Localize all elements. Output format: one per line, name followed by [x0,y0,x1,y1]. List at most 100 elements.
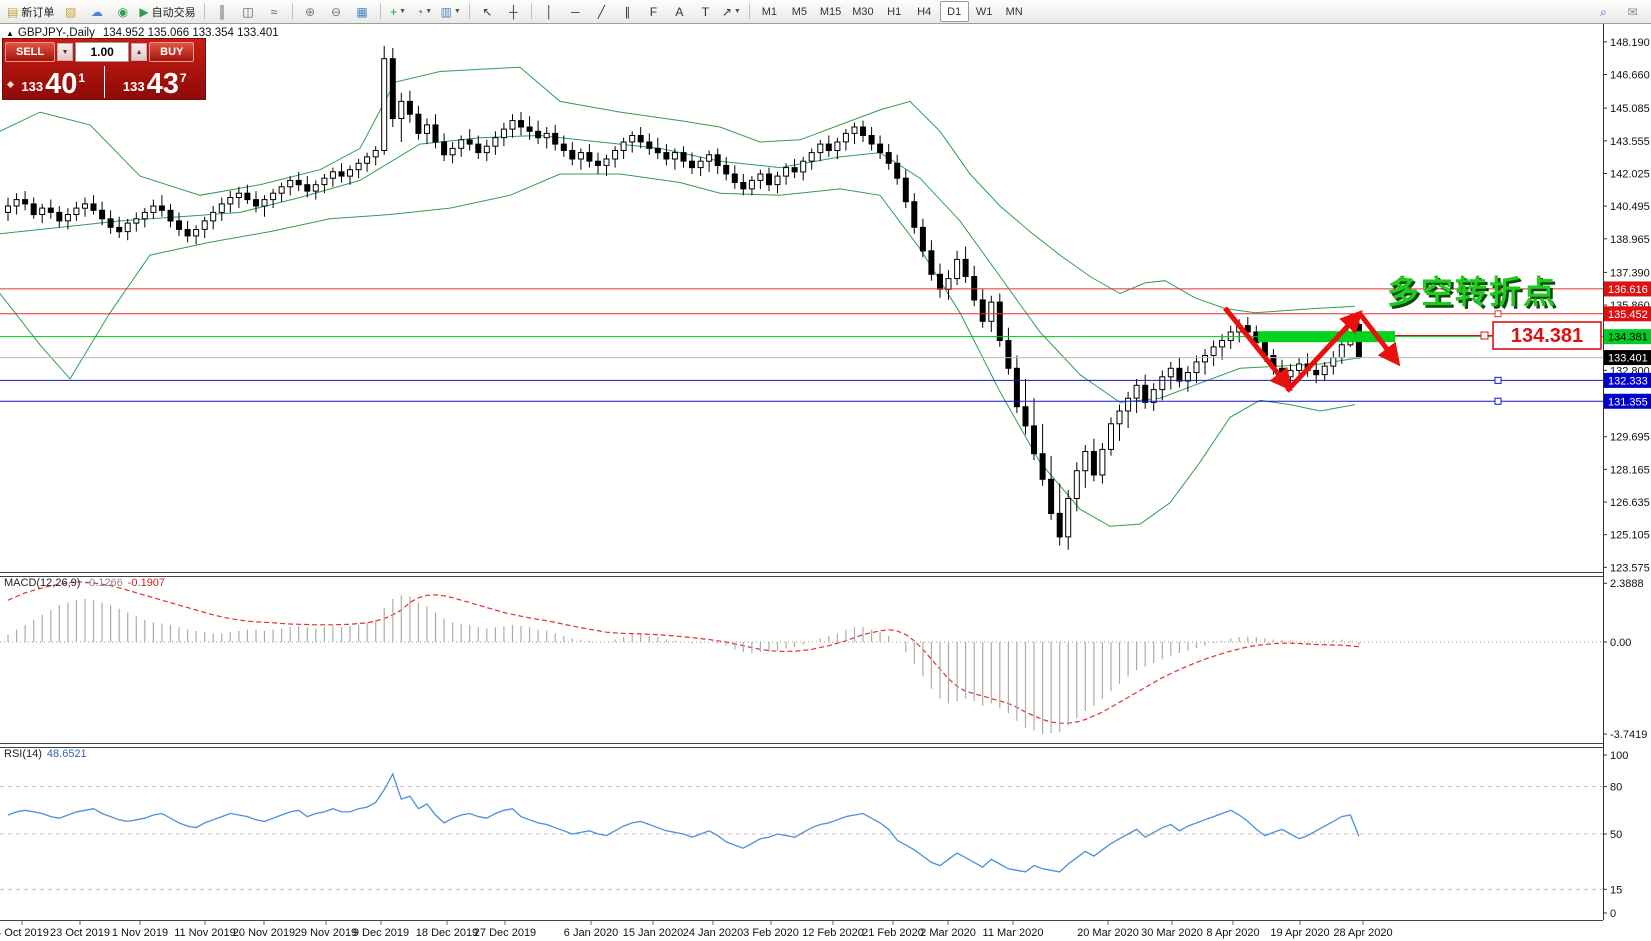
date-tick-label: 30 Mar 2020 [1141,927,1203,939]
chart-line-icon: ≈ [270,4,278,19]
axis-price-badge: 134.381 [1608,332,1648,344]
turning-point-text-shadow: 多空转折点 [1390,277,1560,313]
indicators-button[interactable]: + ▼ [386,2,411,21]
rsi-label: RSI(14) 48.6521 [4,748,87,760]
label-button[interactable]: T [693,2,718,21]
auto-trading-button[interactable]: ▶ 自动交易 [136,2,198,21]
axis-tick-label: 128.165 [1610,464,1650,476]
tile-windows-button[interactable]: ▦ [350,2,375,21]
timeframe-m15-button[interactable]: M15 [819,5,842,18]
trend-arrow[interactable] [1358,312,1401,367]
date-axis[interactable]: 4 Oct 2019 23 Oct 2019 1 Nov 2019 11 Nov 20… [0,921,1393,939]
timeframe-h1-button[interactable]: H1 [887,5,902,18]
chart-line-button[interactable]: ≈ [262,2,287,21]
chart-profiles-icon: ▧ [65,4,77,19]
toolbar-separator [379,3,381,20]
timeframe-h4-button[interactable]: H4 [917,5,932,18]
templates-button[interactable]: ▥ ▼ [438,2,464,21]
chevron-down-icon[interactable]: ▼ [453,8,461,15]
date-tick-label: 8 Apr 2020 [1206,927,1259,939]
bid-price[interactable]: 133 40 1 [3,64,104,100]
chart-bars-button[interactable]: ║ [210,2,235,21]
ask-price[interactable]: 133 43 7 [105,64,206,100]
community-chat-icon: ✉ [1627,4,1638,19]
zoom-in-button[interactable]: ⊕ [298,2,323,21]
timeframe-mn-button[interactable]: MN [1005,5,1023,18]
sell-button[interactable]: SELL [5,42,56,62]
price-axis[interactable]: 148.190 146.660 145.085 143.555 142.025 140.4… [1603,37,1651,920]
chevron-down-icon[interactable]: ▼ [425,8,433,15]
community-chat-button[interactable]: ✉ [1620,2,1645,21]
axis-tick-label: 100 [1610,750,1628,762]
axis-tick-label: 143.555 [1610,136,1650,148]
equidistant-channel-button[interactable]: ∥ [615,2,640,21]
axis-tick-label: 145.085 [1610,103,1650,115]
date-tick-label: 24 Jan 2020 [683,927,744,939]
rsi-panel [0,772,1603,890]
new-order-icon: ▤ [7,4,19,19]
trendline-button[interactable]: ╱ [589,2,614,21]
cursor-button[interactable]: ↖ [475,2,500,21]
turning-point-text[interactable]: 多空转折点 [1387,274,1557,310]
price-annotation-box[interactable] [1492,321,1602,350]
horizontal-line-button[interactable]: ─ [563,2,588,21]
equidistant-channel-icon: ∥ [624,4,631,19]
date-tick-label: 9 Dec 2019 [353,927,409,939]
date-tick-label: 11 Nov 2019 [174,927,236,939]
vertical-line-button[interactable]: │ [537,2,562,21]
toolbar: ▤ 新订单 ▧ ☁ ◉ ▶ 自动交易 ║ ◫ ≈ ⊕ ⊖ ▦ + ▼ ◔ ▼ ▥ ▼ ↖ ┼ │ ─ ╱ ∥ F A T ↗ ▼ M1 M5 M… [0,0,1651,24]
crosshair-button[interactable]: ┼ [501,2,526,21]
signals-icon: ◉ [117,4,129,19]
volume-input[interactable] [75,42,130,62]
timeframe-m1-button[interactable]: M1 [761,5,777,18]
axis-tick-label: 80 [1610,782,1622,794]
volume-increase-button[interactable]: ▲ [131,43,148,61]
search-button[interactable]: ⌕ [1591,2,1616,21]
ohlc-values: 134.952 135.066 133.354 133.401 [102,27,279,39]
trend-arrow[interactable] [1285,309,1363,393]
axis-tick-label: 0 [1610,908,1616,920]
toolbar-separator [291,3,293,20]
timeframe-m5-button[interactable]: M5 [791,5,807,18]
toolbar-separator [468,3,470,20]
timeframe-w1-button[interactable]: W1 [975,5,993,18]
chevron-down-icon[interactable]: ▼ [733,8,741,15]
zoom-out-button[interactable]: ⊖ [324,2,349,21]
timeframe-m30-button[interactable]: M30 [852,5,874,18]
new-order-button[interactable]: ▤ 新订单 [4,2,57,21]
support-zone-band [1258,331,1395,343]
buy-button[interactable]: BUY [149,42,195,62]
date-tick-label: 23 Oct 2019 [50,927,110,939]
trend-arrow[interactable] [1223,306,1293,392]
axis-tick-label: 15 [1610,884,1622,896]
periods-button[interactable]: ◔ ▼ [412,2,437,21]
date-tick-label: 15 Jan 2020 [623,927,684,939]
fibonacci-button[interactable]: F [641,2,666,21]
macd-signal-value: -0.1907 [127,577,166,589]
macd-histogram [7,595,1360,734]
arrow-tools-button[interactable]: ↗ ▼ [719,2,744,21]
date-tick-label: 20 Nov 2019 [233,927,295,939]
chart-title: ▲ GBPJPY-,Daily 134.952 135.066 133.354 13… [6,27,279,39]
chart-profiles-button[interactable]: ▧ [58,2,83,21]
level-lines[interactable] [0,285,1603,405]
timeframe-d1-button[interactable]: D1 [939,1,969,22]
date-tick-label: 20 Mar 2020 [1077,927,1139,939]
volume-decrease-button[interactable]: ▼ [57,43,74,61]
date-tick-label: 4 Oct 2019 [0,927,49,939]
macd-main-value: -0.1266 [85,577,123,589]
chart-candles-button[interactable]: ◫ [236,2,261,21]
crosshair-icon: ┼ [509,4,518,19]
auto-trading-icon: ▶ [139,4,149,19]
date-tick-label: 29 Nov 2019 [295,927,357,939]
text-button[interactable]: A [667,2,692,21]
fibonacci-icon: F [649,4,658,19]
date-tick-label: 2 Mar 2020 [920,927,976,939]
axis-price-badge: 131.355 [1608,396,1648,408]
signals-button[interactable]: ◉ [110,2,135,21]
chevron-down-icon[interactable]: ▼ [399,8,407,15]
collapse-triangle-icon[interactable]: ▲ [6,29,14,38]
market-cloud-button[interactable]: ☁ [84,2,109,21]
search-icon: ⌕ [1600,4,1607,19]
